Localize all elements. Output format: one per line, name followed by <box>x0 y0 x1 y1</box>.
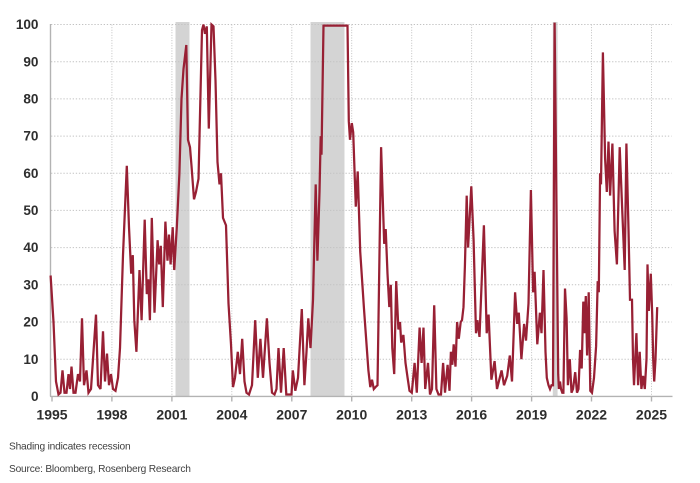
svg-text:2013: 2013 <box>396 407 427 423</box>
svg-text:Shading indicates recession: Shading indicates recession <box>9 441 130 452</box>
svg-text:1995: 1995 <box>36 407 67 423</box>
svg-text:1998: 1998 <box>96 407 127 423</box>
svg-text:2001: 2001 <box>156 407 187 423</box>
svg-text:2004: 2004 <box>216 407 247 423</box>
svg-text:80: 80 <box>23 92 38 107</box>
svg-text:0: 0 <box>31 389 39 404</box>
svg-text:10: 10 <box>23 352 38 367</box>
svg-text:2022: 2022 <box>576 407 607 423</box>
svg-text:2010: 2010 <box>336 407 367 423</box>
svg-text:100: 100 <box>16 17 39 32</box>
svg-text:Source: Bloomberg, Rosenberg R: Source: Bloomberg, Rosenberg Research <box>9 464 191 475</box>
svg-text:40: 40 <box>23 240 38 255</box>
svg-text:20: 20 <box>23 315 38 330</box>
svg-text:2025: 2025 <box>636 407 667 423</box>
svg-text:30: 30 <box>23 277 38 292</box>
svg-text:2016: 2016 <box>456 407 487 423</box>
svg-text:90: 90 <box>23 54 38 69</box>
svg-text:60: 60 <box>23 166 38 181</box>
svg-text:70: 70 <box>23 129 38 144</box>
svg-text:50: 50 <box>23 203 38 218</box>
svg-text:2019: 2019 <box>516 407 547 423</box>
svg-text:2007: 2007 <box>276 407 307 423</box>
